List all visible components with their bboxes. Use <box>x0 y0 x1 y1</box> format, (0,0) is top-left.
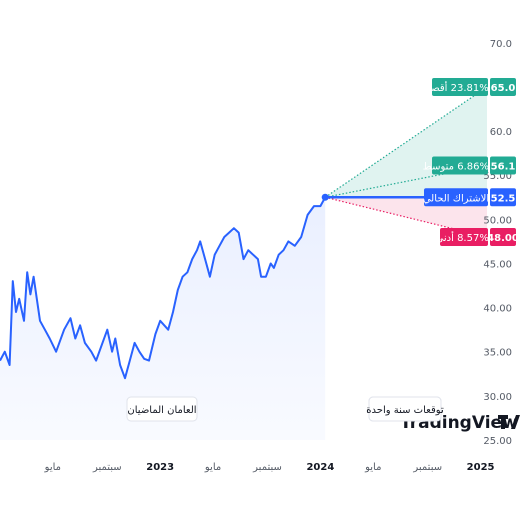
y-tick-label: 40.00 <box>483 304 512 315</box>
y-tick-label: 35.00 <box>483 348 512 359</box>
past-period-pill-bg <box>126 396 198 422</box>
x-tick-label: سبتمبر <box>92 462 122 473</box>
y-tick-label: 60.0 <box>490 127 512 138</box>
price-line <box>0 196 327 380</box>
x-tick-label: 2023 <box>146 462 174 473</box>
forecast-label-box <box>432 77 488 96</box>
x-tick-label: مايو <box>44 462 61 473</box>
y-tick-label: 30.00 <box>483 392 512 403</box>
y-tick-label: 45.00 <box>483 259 512 270</box>
forecast-value-box <box>490 228 516 246</box>
x-tick-label: مايو <box>204 462 221 473</box>
x-tick-label: 2024 <box>306 462 334 473</box>
forecast-downside-fan <box>325 197 487 237</box>
x-tick-label: 2025 <box>467 462 495 473</box>
forecast-label-box <box>440 228 488 246</box>
y-tick-label: 55.00 <box>483 171 512 182</box>
forecast-value-box <box>490 188 516 207</box>
forecast-label-box <box>424 188 488 207</box>
forecast-value: 56.1 <box>491 162 516 173</box>
forecast-value: 65.0 <box>491 83 516 94</box>
forecast-value-box <box>490 77 516 96</box>
x-tick-label: سبتمبر <box>252 462 282 473</box>
forecast-label: +23.81% أقصى <box>423 81 497 94</box>
y-tick-label: 25.00 <box>483 436 512 447</box>
forecast-value-box <box>490 156 516 175</box>
x-tick-label: مايو <box>364 462 381 473</box>
forecast-value: 52.5 <box>491 193 516 204</box>
forecast-label-box <box>432 156 488 175</box>
y-tick-label: 70.0 <box>490 39 512 50</box>
price-area-fill <box>0 197 326 440</box>
forecast-label: الاشتراك الحالي <box>423 193 489 204</box>
y-tick-label: 50.00 <box>483 215 512 226</box>
forecast-max-line <box>324 86 488 198</box>
x-tick-label: سبتمبر <box>412 462 442 473</box>
past-period-pill: العامان الماضيان <box>127 405 196 416</box>
last-price-dot <box>321 193 329 201</box>
forecast-value: 48.00 <box>487 233 519 244</box>
forecast-label: +6.86% متوسط <box>423 162 498 173</box>
forecast-label: -8.57% أدنى <box>436 231 493 244</box>
future-period-pill-front: توقعات سنة واحدة <box>366 405 444 416</box>
